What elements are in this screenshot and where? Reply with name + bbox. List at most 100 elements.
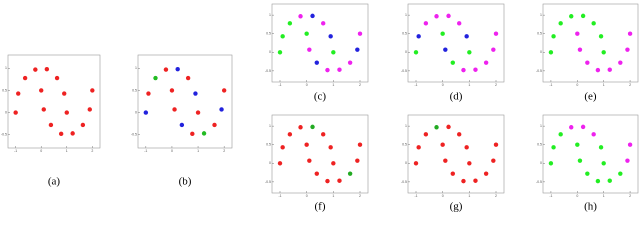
point (280, 145, 285, 150)
y-tick-label: 0 (405, 161, 407, 165)
point (457, 21, 462, 26)
point (416, 34, 421, 39)
point (54, 75, 60, 81)
point (575, 142, 580, 147)
point (446, 124, 451, 130)
x-tick-label: -1 (14, 149, 17, 153)
y-tick-label: 0.5 (402, 143, 407, 147)
caption: (f) (315, 201, 326, 213)
x-tick-label: 1 (603, 83, 605, 87)
point (212, 122, 217, 128)
x-tick-label: 0 (442, 194, 444, 198)
point (434, 14, 439, 19)
point (304, 31, 309, 36)
point (551, 34, 556, 39)
x-tick-label: 1 (332, 194, 334, 198)
y-tick-label: 0 (269, 50, 271, 54)
point (357, 142, 363, 147)
x-tick-label: 0 (576, 194, 578, 198)
point (62, 91, 67, 96)
point (423, 132, 429, 137)
x-tick-label: -1 (549, 194, 552, 198)
point (585, 171, 590, 176)
point (413, 161, 419, 166)
y-tick-label: 0.5 (266, 32, 271, 36)
point (325, 67, 330, 73)
y-tick-label: -0.5 (265, 69, 271, 73)
point (446, 13, 451, 19)
point (70, 131, 75, 136)
caption: (c) (314, 91, 327, 103)
point (598, 145, 604, 150)
y-tick-label: 0.5 (537, 143, 542, 147)
point (627, 142, 633, 147)
x-tick-label: 0 (576, 83, 578, 87)
plot-frame (7, 54, 101, 149)
point (219, 107, 224, 112)
point (551, 145, 556, 150)
plot-frame (137, 54, 233, 149)
point (580, 13, 586, 19)
y-tick-label: 1 (540, 124, 542, 128)
point (569, 125, 574, 130)
point (298, 125, 303, 130)
caption: (e) (584, 91, 597, 103)
point (298, 14, 303, 19)
x-tick-label: -1 (278, 194, 281, 198)
point (601, 50, 606, 55)
y-tick-label: -0.5 (536, 180, 542, 184)
x-tick-label: -1 (414, 194, 417, 198)
point (355, 158, 360, 163)
point (591, 21, 596, 26)
point (179, 122, 185, 128)
y-tick-label: 1 (405, 13, 407, 17)
point (625, 47, 630, 52)
x-tick-label: -1 (144, 149, 147, 153)
point (591, 132, 596, 137)
y-tick-label: 0 (405, 50, 407, 54)
y-tick-label: 0 (269, 161, 271, 165)
point (307, 47, 312, 52)
caption: (d) (450, 91, 463, 103)
point (473, 67, 478, 72)
point (434, 125, 439, 130)
point (413, 50, 419, 55)
point (598, 34, 604, 39)
point (569, 14, 574, 19)
point (310, 13, 315, 19)
point (607, 67, 612, 72)
x-tick-label: 1 (332, 83, 334, 87)
point (44, 66, 50, 72)
y-tick-label: -0.5 (131, 133, 137, 137)
x-tick-label: 2 (359, 83, 361, 87)
point (595, 178, 601, 184)
y-tick-label: 1 (269, 124, 271, 128)
point (172, 107, 177, 112)
point (483, 171, 489, 176)
point (328, 34, 333, 39)
point (277, 161, 283, 166)
point (548, 161, 554, 166)
x-tick-label: 1 (468, 194, 470, 198)
point (331, 50, 336, 55)
x-tick-label: -1 (414, 83, 417, 87)
point (627, 31, 633, 36)
y-tick-label: -0.5 (265, 180, 271, 184)
point (87, 107, 92, 112)
point (307, 158, 312, 163)
caption: (g) (450, 201, 463, 213)
plot-frame (542, 114, 639, 194)
point (331, 161, 336, 166)
y-tick-label: 0 (135, 110, 137, 114)
point (33, 67, 38, 72)
x-tick-label: 2 (223, 149, 225, 153)
plot-frame (407, 114, 505, 194)
y-tick-label: 1 (5, 66, 7, 70)
point (575, 31, 580, 36)
x-tick-label: -1 (278, 83, 281, 87)
caption: (a) (48, 176, 61, 188)
point (48, 122, 54, 128)
y-tick-label: -0.5 (1, 133, 7, 137)
point (80, 122, 86, 128)
point (175, 66, 180, 72)
